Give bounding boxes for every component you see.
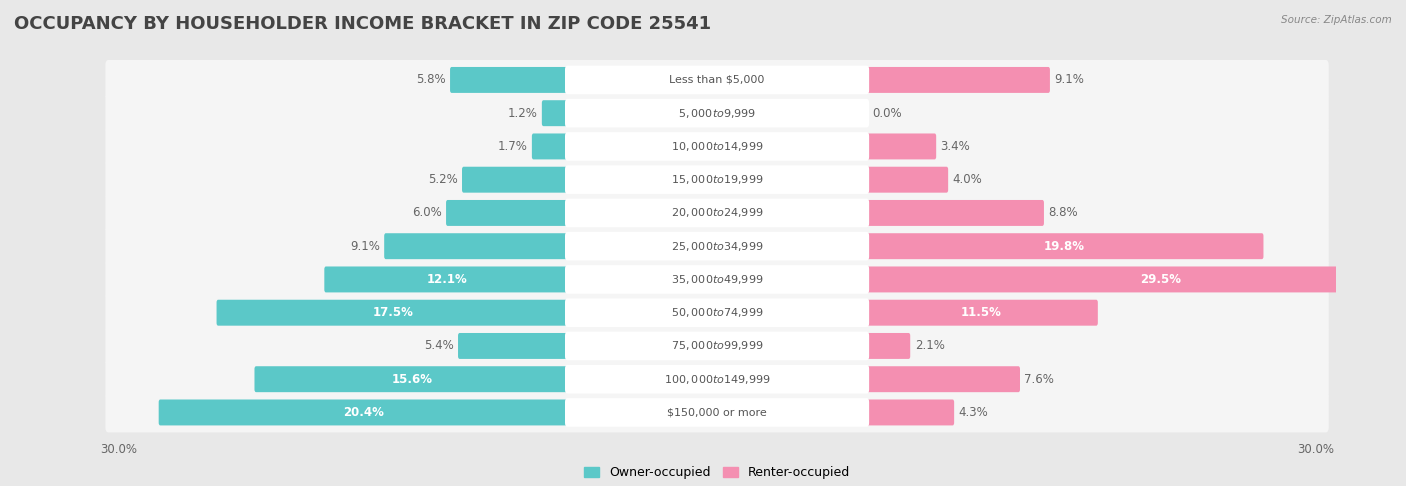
Text: 29.5%: 29.5%: [1140, 273, 1181, 286]
Text: $35,000 to $49,999: $35,000 to $49,999: [671, 273, 763, 286]
FancyBboxPatch shape: [105, 326, 1329, 366]
FancyBboxPatch shape: [565, 232, 869, 260]
Text: $25,000 to $34,999: $25,000 to $34,999: [671, 240, 763, 253]
FancyBboxPatch shape: [865, 67, 1050, 93]
Text: $75,000 to $99,999: $75,000 to $99,999: [671, 339, 763, 352]
FancyBboxPatch shape: [565, 331, 869, 360]
FancyBboxPatch shape: [541, 100, 569, 126]
FancyBboxPatch shape: [254, 366, 569, 392]
FancyBboxPatch shape: [384, 233, 569, 259]
FancyBboxPatch shape: [105, 293, 1329, 332]
FancyBboxPatch shape: [105, 393, 1329, 433]
FancyBboxPatch shape: [865, 399, 955, 425]
FancyBboxPatch shape: [531, 134, 569, 159]
Text: 2.1%: 2.1%: [915, 339, 945, 352]
Text: 19.8%: 19.8%: [1043, 240, 1085, 253]
FancyBboxPatch shape: [865, 200, 1043, 226]
FancyBboxPatch shape: [865, 300, 1098, 326]
Text: OCCUPANCY BY HOUSEHOLDER INCOME BRACKET IN ZIP CODE 25541: OCCUPANCY BY HOUSEHOLDER INCOME BRACKET …: [14, 15, 711, 33]
FancyBboxPatch shape: [565, 165, 869, 194]
Text: 20.4%: 20.4%: [343, 406, 384, 419]
FancyBboxPatch shape: [105, 359, 1329, 399]
FancyBboxPatch shape: [463, 167, 569, 192]
Text: $150,000 or more: $150,000 or more: [668, 407, 766, 417]
Text: 3.4%: 3.4%: [941, 140, 970, 153]
FancyBboxPatch shape: [217, 300, 569, 326]
Text: 11.5%: 11.5%: [962, 306, 1002, 319]
Text: 4.0%: 4.0%: [952, 173, 983, 186]
Text: $50,000 to $74,999: $50,000 to $74,999: [671, 306, 763, 319]
Text: 6.0%: 6.0%: [412, 207, 441, 220]
Text: 8.8%: 8.8%: [1049, 207, 1078, 220]
Text: $15,000 to $19,999: $15,000 to $19,999: [671, 173, 763, 186]
Legend: Owner-occupied, Renter-occupied: Owner-occupied, Renter-occupied: [579, 461, 855, 484]
FancyBboxPatch shape: [450, 67, 569, 93]
FancyBboxPatch shape: [159, 399, 569, 425]
FancyBboxPatch shape: [865, 366, 1019, 392]
FancyBboxPatch shape: [105, 93, 1329, 133]
Text: $20,000 to $24,999: $20,000 to $24,999: [671, 207, 763, 220]
FancyBboxPatch shape: [105, 260, 1329, 299]
FancyBboxPatch shape: [865, 167, 948, 192]
Text: $10,000 to $14,999: $10,000 to $14,999: [671, 140, 763, 153]
FancyBboxPatch shape: [865, 333, 910, 359]
Text: Source: ZipAtlas.com: Source: ZipAtlas.com: [1281, 15, 1392, 25]
Text: 17.5%: 17.5%: [373, 306, 413, 319]
FancyBboxPatch shape: [325, 266, 569, 293]
FancyBboxPatch shape: [865, 233, 1264, 259]
Text: 15.6%: 15.6%: [391, 373, 432, 386]
FancyBboxPatch shape: [105, 126, 1329, 166]
FancyBboxPatch shape: [565, 298, 869, 327]
Text: $100,000 to $149,999: $100,000 to $149,999: [664, 373, 770, 386]
FancyBboxPatch shape: [865, 266, 1406, 293]
FancyBboxPatch shape: [446, 200, 569, 226]
FancyBboxPatch shape: [105, 60, 1329, 100]
FancyBboxPatch shape: [865, 100, 869, 126]
FancyBboxPatch shape: [105, 226, 1329, 266]
Text: 5.8%: 5.8%: [416, 73, 446, 87]
FancyBboxPatch shape: [565, 398, 869, 427]
FancyBboxPatch shape: [565, 66, 869, 94]
Text: 1.2%: 1.2%: [508, 107, 537, 120]
Text: 5.2%: 5.2%: [427, 173, 457, 186]
Text: 1.7%: 1.7%: [498, 140, 527, 153]
FancyBboxPatch shape: [105, 193, 1329, 233]
Text: 12.1%: 12.1%: [426, 273, 467, 286]
FancyBboxPatch shape: [105, 160, 1329, 200]
Text: 4.3%: 4.3%: [959, 406, 988, 419]
Text: 5.4%: 5.4%: [423, 339, 454, 352]
FancyBboxPatch shape: [565, 265, 869, 294]
Text: 7.6%: 7.6%: [1025, 373, 1054, 386]
Text: 9.1%: 9.1%: [350, 240, 380, 253]
Text: Less than $5,000: Less than $5,000: [669, 75, 765, 85]
FancyBboxPatch shape: [458, 333, 569, 359]
FancyBboxPatch shape: [565, 199, 869, 227]
FancyBboxPatch shape: [565, 132, 869, 161]
Text: 9.1%: 9.1%: [1054, 73, 1084, 87]
FancyBboxPatch shape: [565, 99, 869, 127]
FancyBboxPatch shape: [565, 365, 869, 394]
FancyBboxPatch shape: [865, 134, 936, 159]
Text: $5,000 to $9,999: $5,000 to $9,999: [678, 107, 756, 120]
Text: 0.0%: 0.0%: [873, 107, 903, 120]
